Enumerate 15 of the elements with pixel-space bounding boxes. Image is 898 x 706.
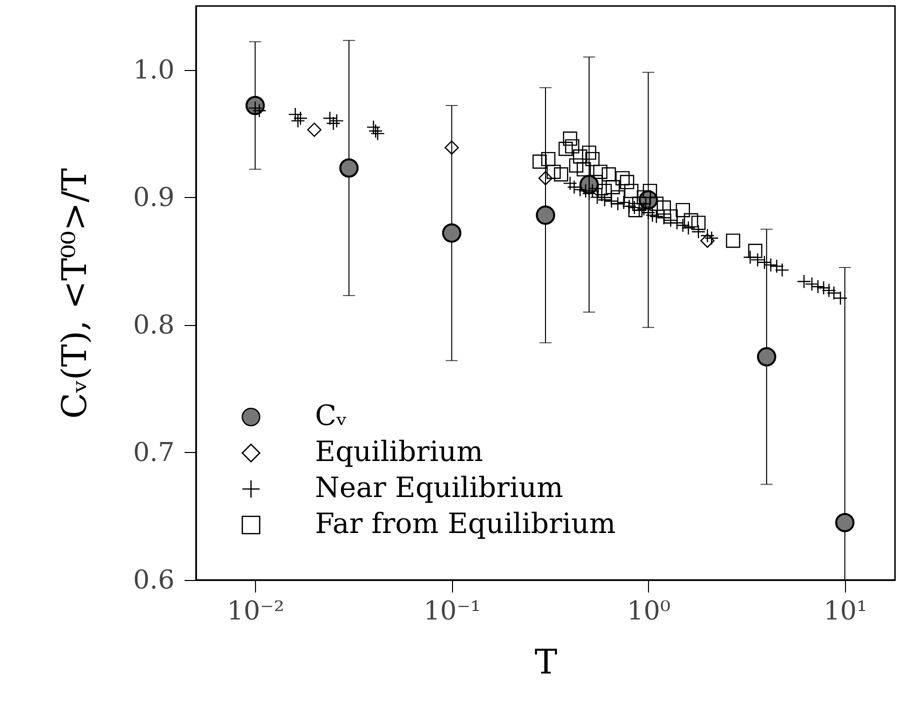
x-tick-label: 10⁰ (627, 596, 671, 626)
y-axis-title: Cᵥ(T), <T⁰⁰>/T (55, 168, 96, 419)
y-tick-label: 0.8 (133, 310, 174, 340)
legend-label: Cᵥ (315, 399, 347, 432)
x-tick-label: 10¹ (824, 596, 868, 626)
x-tick-label: 10⁻² (227, 596, 284, 626)
y-tick-label: 1.0 (133, 55, 174, 86)
legend-label: Equilibrium (315, 435, 484, 468)
legend-label: Far from Equilibrium (315, 507, 616, 540)
x-tick-label: 10⁻¹ (424, 596, 481, 626)
legend-label: Near Equilibrium (315, 471, 564, 504)
y-tick-label: 0.7 (133, 438, 174, 468)
y-tick-label: 0.6 (133, 566, 174, 596)
x-axis-title: T (534, 642, 558, 682)
y-tick-label: 0.9 (133, 182, 174, 213)
